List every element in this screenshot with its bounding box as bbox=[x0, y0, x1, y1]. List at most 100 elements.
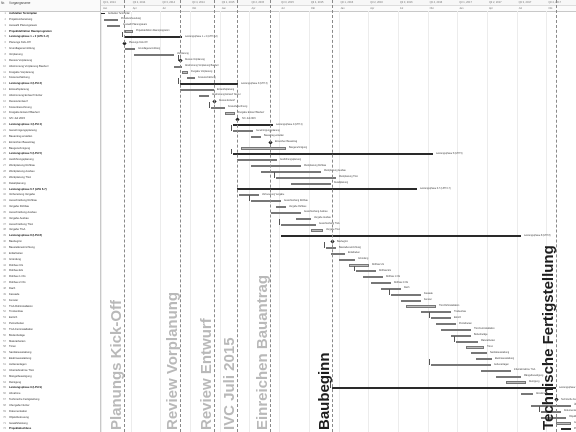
task-row[interactable]: 44 Rohbau UG bbox=[0, 264, 100, 267]
task-bar[interactable] bbox=[406, 305, 436, 308]
task-row[interactable]: 18 Freigabe Entwurf Bauherr bbox=[0, 111, 100, 114]
task-row[interactable]: 40 Baubeginn bbox=[0, 240, 100, 243]
task-bar[interactable] bbox=[339, 258, 355, 261]
task-bar[interactable] bbox=[211, 106, 225, 109]
task-bar[interactable] bbox=[125, 48, 135, 51]
task-row[interactable]: 27 Werkplanung Rohbau bbox=[0, 164, 100, 167]
task-row[interactable]: 67 Technische Fertigstellung bbox=[0, 398, 100, 401]
task-row[interactable]: 55 TGA Feininstallation bbox=[0, 328, 100, 331]
task-row[interactable]: 35 Ausschreibung Ausbau bbox=[0, 211, 100, 214]
task-row[interactable]: 13 Leistungsphase 3 (LPH 3) bbox=[0, 82, 100, 85]
task-bar[interactable] bbox=[541, 410, 561, 413]
task-row[interactable]: 6 Planungs Kick-Off bbox=[0, 41, 100, 44]
task-bar[interactable] bbox=[349, 264, 369, 267]
task-row[interactable]: 7 Grundlagenermittlung bbox=[0, 47, 100, 50]
task-bar[interactable] bbox=[182, 71, 188, 74]
task-row[interactable]: 14 Entwurfsplanung bbox=[0, 88, 100, 91]
task-bar[interactable] bbox=[401, 299, 421, 302]
task-bar[interactable] bbox=[381, 287, 401, 291]
task-row[interactable]: 57 Malerarbeiten bbox=[0, 340, 100, 343]
task-row[interactable]: 12 Kostenschätzung bbox=[0, 76, 100, 79]
task-row[interactable]: 68 Übergabe Nutzer bbox=[0, 404, 100, 407]
task-row[interactable]: 5 Leistungsphase 1 + 2 (LPH 1-2) bbox=[0, 35, 100, 38]
task-row[interactable]: 26 Ausführungsplanung bbox=[0, 158, 100, 161]
task-bar[interactable] bbox=[241, 147, 286, 150]
task-bar[interactable] bbox=[331, 252, 345, 255]
column-header-name[interactable]: Vorgangsname bbox=[9, 1, 31, 5]
task-row[interactable]: 25 Leistungsphase 5 (LPH 5) bbox=[0, 152, 100, 155]
summary-bar[interactable] bbox=[561, 428, 571, 430]
task-bar[interactable] bbox=[107, 24, 120, 27]
task-row[interactable]: 64 Reinigung bbox=[0, 381, 100, 384]
task-row[interactable]: 19 IVC Juli 2015 bbox=[0, 117, 100, 120]
task-row[interactable]: 37 Ausschreibung TGA bbox=[0, 223, 100, 226]
task-bar[interactable] bbox=[291, 182, 331, 185]
task-row[interactable]: 22 Bauantrag erstellen bbox=[0, 135, 100, 138]
task-row[interactable]: 49 Fassade bbox=[0, 293, 100, 296]
task-row[interactable]: 70 Objektbetreuung bbox=[0, 416, 100, 419]
task-bar[interactable] bbox=[441, 328, 471, 331]
task-bar[interactable] bbox=[296, 217, 311, 220]
task-bar[interactable] bbox=[180, 88, 214, 92]
task-row[interactable]: 65 Leistungsphase 9 (LPH 9) bbox=[0, 386, 100, 389]
task-row[interactable]: 30 Detailplanung bbox=[0, 182, 100, 185]
task-bar[interactable] bbox=[271, 211, 301, 214]
task-row[interactable]: 4 Projektdefinition Raumprogramm bbox=[0, 30, 100, 33]
task-row[interactable]: 20 Leistungsphase 4 (LPH 4) bbox=[0, 123, 100, 126]
task-bar[interactable] bbox=[556, 422, 571, 425]
task-row[interactable]: 50 Fenster bbox=[0, 299, 100, 302]
summary-bar[interactable] bbox=[233, 153, 433, 155]
task-bar[interactable] bbox=[476, 358, 492, 361]
task-row[interactable]: 23 Einreichen Bauantrag bbox=[0, 141, 100, 144]
task-bar[interactable] bbox=[436, 322, 456, 326]
task-row[interactable]: 17 Kostenberechnung bbox=[0, 106, 100, 109]
task-bar[interactable] bbox=[261, 170, 321, 174]
task-bar[interactable] bbox=[276, 205, 286, 209]
task-bar[interactable] bbox=[506, 381, 526, 384]
task-bar[interactable] bbox=[251, 200, 281, 203]
task-bar[interactable] bbox=[471, 352, 487, 355]
task-row[interactable]: 52 Trockenbau bbox=[0, 310, 100, 313]
task-row[interactable]: 31 Leistungsphase 6-7 (LPH 6-7) bbox=[0, 188, 100, 191]
task-bar[interactable] bbox=[431, 317, 451, 320]
task-row[interactable]: 24 Baugenehmigung bbox=[0, 147, 100, 150]
task-row[interactable]: 51 TGA Rohinstallation bbox=[0, 305, 100, 308]
summary-bar[interactable] bbox=[124, 36, 182, 38]
task-row[interactable]: 53 Estrich bbox=[0, 316, 100, 319]
task-row[interactable]: 61 Außenanlagen bbox=[0, 363, 100, 366]
task-row[interactable]: 56 Bodenbeläge bbox=[0, 334, 100, 337]
task-bar[interactable] bbox=[251, 165, 301, 168]
task-bar[interactable] bbox=[496, 375, 521, 378]
task-row[interactable]: 32 Vorbereitung Vergabe bbox=[0, 193, 100, 196]
task-row[interactable]: 60 Elektroausstattung bbox=[0, 357, 100, 360]
task-row[interactable]: 8 Vorplanung bbox=[0, 53, 100, 56]
task-bar[interactable] bbox=[363, 276, 383, 279]
task-row[interactable]: 62 Inbetriebnahme TGA bbox=[0, 369, 100, 372]
task-bar[interactable] bbox=[326, 246, 336, 250]
task-row[interactable]: 29 Werkplanung TGA bbox=[0, 176, 100, 179]
task-bar[interactable] bbox=[456, 340, 478, 343]
task-bar[interactable] bbox=[125, 30, 133, 33]
task-row[interactable]: 54 Putzarbeiten bbox=[0, 322, 100, 325]
task-bar[interactable] bbox=[531, 404, 571, 408]
task-row[interactable]: 47 Rohbau 2.OG bbox=[0, 281, 100, 284]
summary-bar[interactable] bbox=[237, 188, 417, 190]
task-row[interactable]: 15 Abstimmung Entwurf Nutzer bbox=[0, 94, 100, 97]
task-row[interactable]: 46 Rohbau 1.OG bbox=[0, 275, 100, 278]
task-bar[interactable] bbox=[541, 416, 566, 419]
task-bar[interactable] bbox=[251, 135, 261, 138]
task-bar[interactable] bbox=[237, 159, 277, 162]
task-row[interactable]: 39 Leistungsphase 8 (LPH 8) bbox=[0, 234, 100, 237]
task-bar[interactable] bbox=[466, 346, 484, 349]
task-bar[interactable] bbox=[233, 129, 253, 133]
task-row[interactable]: 9 Review Vorplanung bbox=[0, 59, 100, 62]
task-row[interactable]: 1 Aufstellen Terminplan bbox=[0, 12, 100, 15]
task-bar[interactable] bbox=[199, 94, 209, 97]
task-row[interactable]: 59 Sanitärausstattung bbox=[0, 351, 100, 354]
task-bar[interactable] bbox=[134, 53, 174, 57]
task-row[interactable]: 71 Gewährleistung bbox=[0, 422, 100, 425]
task-row[interactable]: 33 Ausschreibung Rohbau bbox=[0, 199, 100, 202]
task-bar[interactable] bbox=[451, 334, 471, 337]
task-row[interactable]: 42 Erdarbeiten bbox=[0, 252, 100, 255]
task-bar[interactable] bbox=[276, 176, 336, 179]
